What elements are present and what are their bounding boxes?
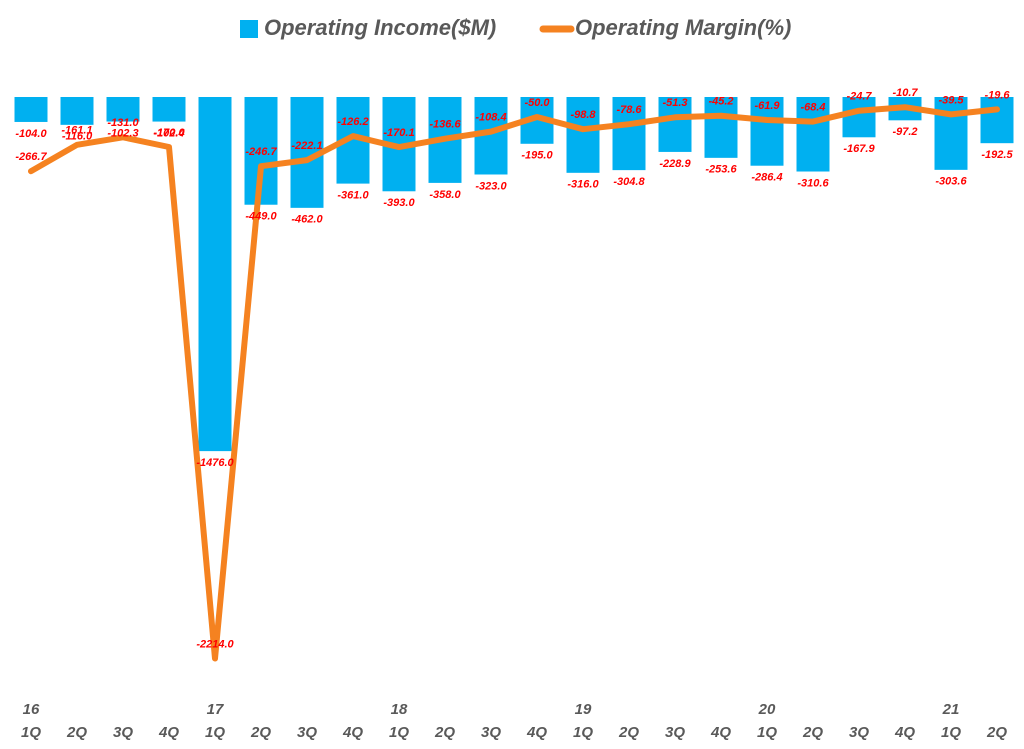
x-tick-label: 2Q [618,724,639,741]
year-label: 19 [575,701,592,718]
x-tick-label: 4Q [710,724,731,741]
x-tick-label: 4Q [894,724,915,741]
bar [704,97,738,158]
data-label: -102.3 [107,127,138,139]
x-tick-label: 2Q [66,724,87,741]
year-label: 18 [391,701,408,718]
year-label: 21 [942,701,960,718]
data-label: -68.4 [800,102,825,114]
bar [14,97,48,122]
data-label: -266.7 [15,151,47,163]
x-tick-label: 1Q [941,724,961,741]
data-label: -304.8 [613,176,645,188]
data-label: -286.4 [751,172,782,184]
data-label: -161.1 [61,125,92,137]
data-label: -116.0 [62,131,93,143]
x-tick-label: 4Q [526,724,547,741]
data-label: -51.3 [662,97,687,109]
data-label: -102.4 [153,127,184,139]
bar [934,97,968,170]
data-label: -253.6 [705,164,737,176]
data-label: -222.1 [291,140,322,152]
data-label: -393.0 [383,197,415,209]
data-label: -50.0 [524,97,550,109]
year-label: 20 [758,701,776,718]
x-tick-label: 1Q [389,724,409,741]
bar [152,97,186,122]
data-label: -303.6 [935,176,967,188]
x-tick-label: 2Q [434,724,455,741]
bar [842,97,876,138]
x-tick-label: 4Q [158,724,179,741]
data-label: -310.6 [797,177,829,189]
data-label: -131.0 [107,117,139,129]
data-label: -323.0 [475,180,507,192]
bar [566,97,600,173]
data-label: -358.0 [429,189,461,201]
data-label: -78.6 [616,104,642,116]
x-tick-label: 1Q [205,724,225,741]
x-tick-label: 1Q [573,724,593,741]
x-tick-label: 4Q [342,724,363,741]
x-tick-label: 1Q [757,724,777,741]
x-tick-label: 3Q [113,724,133,741]
data-label: -126.2 [337,116,368,128]
x-tick-label: 3Q [297,724,317,741]
x-tick-label: 2Q [986,724,1007,741]
data-label: -136.6 [429,119,461,131]
data-label: -192.5 [981,149,1013,161]
data-label: -24.7 [846,91,872,103]
x-tick-label: 1Q [21,724,41,741]
data-label: -170.0 [153,127,185,139]
data-label: -19.6 [984,89,1010,101]
x-tick-label: 3Q [849,724,869,741]
x-tick-label: 2Q [802,724,823,741]
data-label: -104.0 [15,128,47,140]
x-tick-label: 2Q [250,724,271,741]
data-label: -316.0 [567,179,599,191]
bar [796,97,830,172]
data-label: -167.9 [843,143,875,155]
data-label: -61.9 [754,100,780,112]
legend-label: Operating Margin(%) [575,15,791,40]
bar [980,97,1014,144]
data-label: -195.0 [521,150,553,162]
year-label: 16 [23,701,40,718]
data-label: -246.7 [245,146,277,158]
x-tick-label: 3Q [481,724,501,741]
bar [612,97,646,171]
line [28,104,1000,662]
data-label: -97.2 [892,126,917,138]
legend-swatch [240,20,258,38]
data-label: -10.7 [892,87,918,99]
legend-label: Operating Income($M) [264,15,496,40]
year-label: 17 [207,701,224,718]
data-label: -39.5 [938,94,964,106]
data-label: -45.2 [708,96,733,108]
bar [60,97,94,125]
data-label: -108.4 [475,112,506,124]
data-label: -2214.0 [196,638,234,650]
data-label: -228.9 [659,158,691,170]
x-tick-label: 3Q [665,724,685,741]
bar [198,97,232,452]
data-label: -449.0 [245,211,277,223]
data-label: -462.0 [291,214,323,226]
bar [750,97,784,166]
data-label: -361.0 [337,190,369,202]
data-label: -1476.0 [196,457,234,469]
data-label: -170.1 [383,127,414,139]
bar [106,97,140,122]
data-label: -98.8 [570,109,596,121]
bar [658,97,692,152]
